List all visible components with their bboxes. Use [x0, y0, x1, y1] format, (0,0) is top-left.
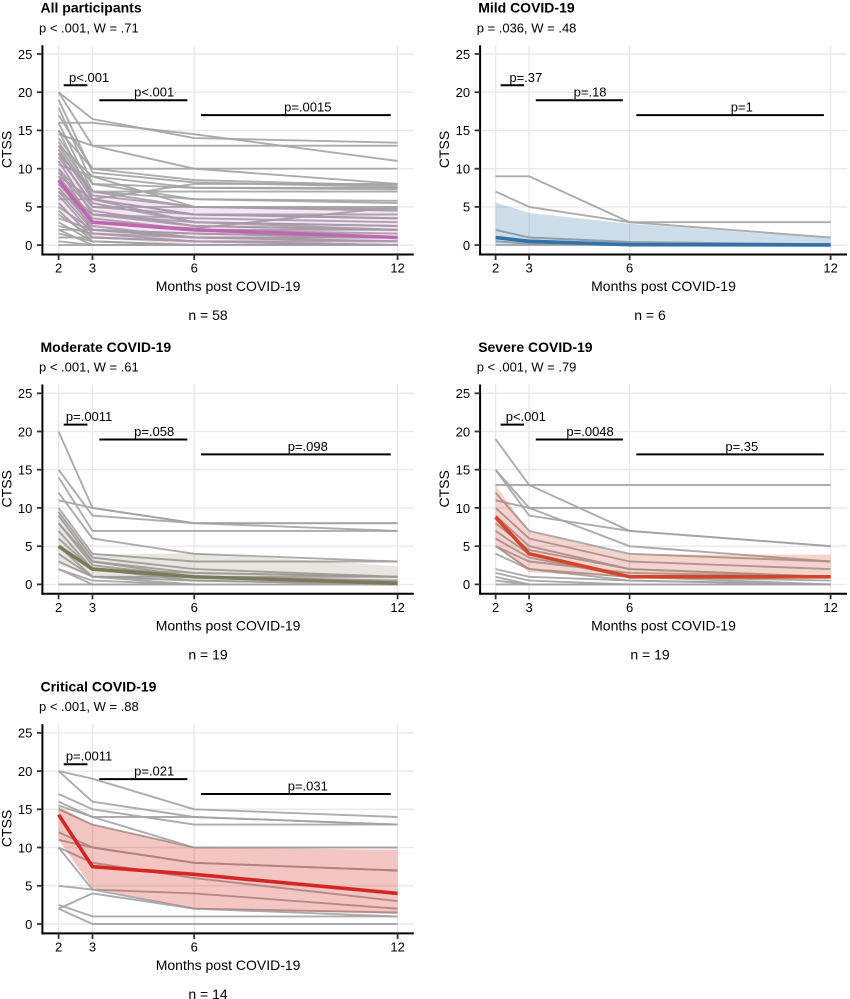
- svg-text:25: 25: [456, 386, 470, 401]
- svg-text:3: 3: [89, 600, 96, 615]
- svg-text:Months post COVID-19: Months post COVID-19: [591, 278, 736, 294]
- svg-text:3: 3: [525, 261, 532, 276]
- svg-text:15: 15: [18, 463, 32, 478]
- svg-text:10: 10: [18, 840, 32, 855]
- svg-text:15: 15: [18, 802, 32, 817]
- svg-text:n = 19: n = 19: [188, 646, 228, 662]
- svg-text:25: 25: [456, 47, 470, 62]
- svg-text:CTSS: CTSS: [0, 470, 15, 507]
- svg-text:p < .001, W = .79: p < .001, W = .79: [477, 360, 577, 375]
- svg-text:p=.031: p=.031: [288, 779, 328, 794]
- svg-text:6: 6: [191, 261, 198, 276]
- svg-text:2: 2: [55, 261, 62, 276]
- svg-text:Critical COVID-19: Critical COVID-19: [41, 678, 157, 694]
- svg-text:2: 2: [55, 600, 62, 615]
- svg-text:0: 0: [463, 577, 470, 592]
- svg-text:0: 0: [25, 238, 32, 253]
- svg-text:3: 3: [525, 600, 532, 615]
- svg-text:25: 25: [18, 726, 32, 741]
- svg-text:n = 6: n = 6: [634, 307, 666, 323]
- svg-text:Months post COVID-19: Months post COVID-19: [156, 617, 301, 633]
- svg-text:Mild COVID-19: Mild COVID-19: [478, 0, 575, 16]
- svg-text:p=.0015: p=.0015: [284, 100, 331, 115]
- svg-text:12: 12: [390, 261, 404, 276]
- svg-text:Months post COVID-19: Months post COVID-19: [591, 617, 736, 633]
- svg-text:p < .001, W = .71: p < .001, W = .71: [39, 20, 139, 35]
- svg-text:20: 20: [18, 424, 32, 439]
- svg-text:12: 12: [390, 600, 404, 615]
- svg-text:5: 5: [463, 539, 470, 554]
- svg-text:12: 12: [390, 940, 404, 955]
- svg-text:All participants: All participants: [41, 0, 142, 16]
- svg-text:15: 15: [18, 123, 32, 138]
- svg-text:p=.0048: p=.0048: [566, 424, 613, 439]
- svg-text:p < .001, W = .88: p < .001, W = .88: [39, 699, 139, 714]
- svg-text:3: 3: [89, 940, 96, 955]
- svg-text:15: 15: [456, 123, 470, 138]
- svg-text:5: 5: [25, 879, 32, 894]
- svg-text:p<.001: p<.001: [506, 409, 546, 424]
- svg-text:10: 10: [456, 501, 470, 516]
- svg-text:20: 20: [18, 85, 32, 100]
- svg-text:CTSS: CTSS: [0, 131, 15, 168]
- svg-text:25: 25: [18, 386, 32, 401]
- svg-text:6: 6: [626, 261, 633, 276]
- svg-text:n = 14: n = 14: [188, 986, 228, 999]
- svg-text:p=.0011: p=.0011: [66, 409, 112, 424]
- svg-text:p<.001: p<.001: [134, 85, 174, 100]
- svg-text:6: 6: [191, 600, 198, 615]
- svg-text:6: 6: [191, 940, 198, 955]
- svg-text:0: 0: [25, 577, 32, 592]
- svg-text:CTSS: CTSS: [0, 810, 15, 847]
- svg-text:n = 58: n = 58: [188, 307, 228, 323]
- svg-text:p=.18: p=.18: [574, 85, 607, 100]
- svg-text:Severe COVID-19: Severe COVID-19: [478, 339, 593, 355]
- svg-text:p=.021: p=.021: [134, 764, 174, 779]
- svg-text:p=1: p=1: [731, 100, 753, 115]
- svg-text:Moderate COVID-19: Moderate COVID-19: [41, 339, 172, 355]
- svg-text:20: 20: [18, 764, 32, 779]
- svg-text:2: 2: [55, 940, 62, 955]
- svg-text:Months post COVID-19: Months post COVID-19: [156, 957, 301, 973]
- svg-text:p=.058: p=.058: [134, 424, 174, 439]
- svg-text:0: 0: [25, 917, 32, 932]
- svg-text:p<.001: p<.001: [69, 70, 109, 85]
- svg-text:p=.37: p=.37: [509, 70, 542, 85]
- svg-text:25: 25: [18, 47, 32, 62]
- svg-text:6: 6: [626, 600, 633, 615]
- svg-text:n = 19: n = 19: [630, 646, 670, 662]
- svg-text:2: 2: [492, 600, 499, 615]
- svg-text:10: 10: [18, 501, 32, 516]
- svg-text:12: 12: [823, 600, 837, 615]
- svg-text:CTSS: CTSS: [436, 470, 452, 507]
- svg-text:15: 15: [456, 463, 470, 478]
- svg-text:CTSS: CTSS: [436, 131, 452, 168]
- svg-text:2: 2: [492, 261, 499, 276]
- svg-text:p=.0011: p=.0011: [66, 749, 112, 764]
- svg-text:Months post COVID-19: Months post COVID-19: [156, 278, 301, 294]
- svg-text:p=.098: p=.098: [288, 439, 328, 454]
- svg-text:5: 5: [25, 539, 32, 554]
- svg-text:20: 20: [456, 424, 470, 439]
- svg-text:0: 0: [463, 238, 470, 253]
- svg-text:5: 5: [463, 200, 470, 215]
- svg-text:20: 20: [456, 85, 470, 100]
- svg-text:10: 10: [18, 162, 32, 177]
- svg-text:p < .001, W = .61: p < .001, W = .61: [39, 360, 139, 375]
- svg-text:3: 3: [89, 261, 96, 276]
- svg-text:p = .036, W = .48: p = .036, W = .48: [477, 20, 577, 35]
- svg-text:12: 12: [823, 261, 837, 276]
- svg-text:10: 10: [456, 162, 470, 177]
- svg-text:p=.35: p=.35: [725, 439, 758, 454]
- svg-text:5: 5: [25, 200, 32, 215]
